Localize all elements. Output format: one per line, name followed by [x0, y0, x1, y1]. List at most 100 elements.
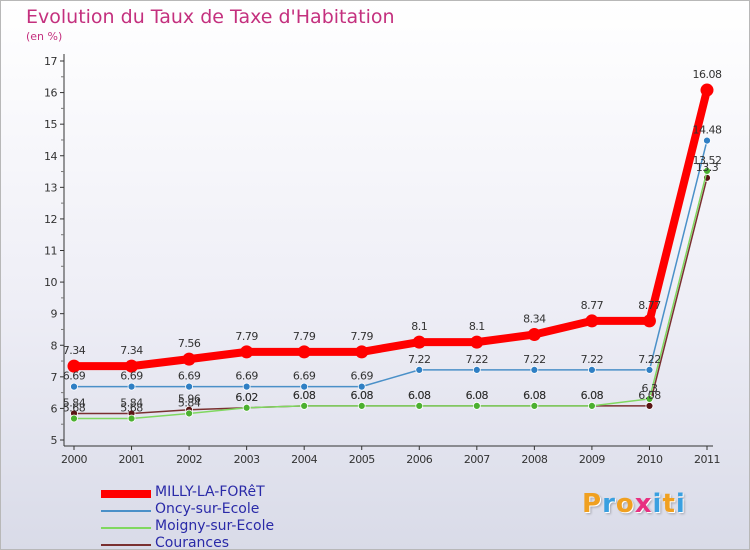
data-label: 7.79 [350, 330, 373, 343]
y-tick-label: 8 [51, 339, 58, 352]
data-label: 6.08 [466, 389, 489, 402]
data-label: 7.22 [638, 353, 661, 366]
data-label: 6.02 [235, 391, 258, 404]
data-label: 6.69 [235, 370, 258, 383]
data-label: 7.79 [293, 330, 316, 343]
legend-label: MILLY-LA-FORêT [155, 484, 265, 500]
x-tick-label: 2010 [636, 453, 662, 466]
x-tick-label: 2003 [234, 453, 260, 466]
x-tick-label: 2002 [176, 453, 202, 466]
data-point [182, 352, 196, 366]
data-label: 14.48 [693, 124, 722, 137]
data-point [530, 365, 539, 374]
data-label: 7.22 [523, 353, 546, 366]
data-label: 7.34 [120, 344, 143, 357]
legend-swatch [101, 510, 151, 512]
y-tick-label: 9 [51, 308, 58, 321]
data-label: 5.68 [120, 402, 143, 415]
data-point [185, 409, 193, 418]
data-point [127, 382, 136, 391]
data-point [645, 401, 654, 410]
legend-label: Oncy-sur-Ecole [155, 501, 260, 517]
data-point [527, 328, 541, 342]
x-tick-label: 2000 [61, 453, 87, 466]
legend-label: Courances [155, 535, 230, 550]
data-point [355, 345, 369, 359]
data-label: 7.56 [178, 337, 201, 350]
data-point [530, 401, 539, 410]
x-tick-label: 2009 [579, 453, 605, 466]
proxiti-logo: Proxiti [582, 489, 686, 519]
data-point [412, 335, 426, 349]
data-point [300, 382, 309, 391]
data-point [70, 414, 78, 423]
data-label: 6.02 [235, 391, 258, 404]
data-label: 6.69 [350, 370, 373, 383]
data-label: 6.08 [523, 389, 546, 402]
data-point [703, 167, 711, 175]
data-point [588, 365, 596, 374]
logo-letter: t [662, 489, 676, 519]
data-label: 5.96 [178, 393, 201, 406]
x-tick-label: 2001 [119, 453, 145, 466]
data-label: 8.77 [581, 299, 604, 312]
x-tick-label: 2006 [406, 453, 432, 466]
data-label: 5.84 [178, 396, 201, 409]
legend-swatch [101, 527, 151, 529]
data-point [297, 345, 311, 359]
logo-letter: P [582, 489, 603, 519]
data-label: 6.08 [581, 389, 604, 402]
data-point [300, 401, 309, 410]
data-label: 6.08 [350, 389, 373, 402]
data-point [415, 365, 424, 374]
data-label: 7.79 [235, 330, 258, 343]
data-point [585, 314, 599, 328]
x-tick-label: 2011 [694, 453, 720, 466]
y-tick-label: 17 [44, 55, 57, 68]
data-label: 7.34 [63, 344, 86, 357]
data-point [125, 359, 139, 373]
data-point [240, 345, 254, 359]
data-point [588, 401, 596, 410]
data-point [242, 382, 251, 391]
data-point [472, 365, 481, 374]
data-point [357, 382, 366, 391]
y-tick-label: 14 [44, 150, 57, 163]
data-label: 5.84 [120, 396, 143, 409]
data-point [645, 365, 654, 374]
data-point [415, 401, 424, 410]
data-label: 6.08 [638, 389, 661, 402]
data-label: 6.3 [641, 382, 657, 395]
data-label: 13.52 [693, 154, 722, 167]
series-line [70, 86, 711, 371]
y-tick-label: 13 [44, 181, 57, 194]
x-tick-label: 2004 [291, 453, 317, 466]
legend-item: Oncy-sur-Ecole [101, 501, 401, 519]
data-label: 8.77 [638, 299, 661, 312]
data-label: 6.69 [63, 370, 86, 383]
data-label: 16.08 [693, 68, 722, 81]
chart-subtitle: (en %) [26, 30, 63, 43]
data-label: 6.08 [581, 389, 604, 402]
series-line [73, 170, 708, 420]
data-point [67, 359, 81, 373]
data-label: 6.08 [350, 389, 373, 402]
data-point [70, 382, 78, 391]
data-point [703, 136, 711, 145]
data-label: 6.08 [293, 389, 316, 402]
data-label: 7.22 [466, 353, 489, 366]
data-label: 7.22 [408, 353, 431, 366]
data-point [185, 382, 193, 391]
data-label: 5.84 [63, 396, 86, 409]
data-label: 6.08 [293, 389, 316, 402]
chart-title: Evolution du Taux de Taxe d'Habitation [26, 6, 395, 28]
data-label: 8.34 [523, 313, 546, 326]
data-point [700, 83, 714, 97]
data-label: 7.22 [581, 353, 604, 366]
x-tick-label: 2005 [349, 453, 375, 466]
data-label: 6.08 [408, 389, 431, 402]
legend-item: MILLY-LA-FORêT [101, 484, 401, 502]
logo-letter: i [675, 489, 686, 519]
data-point [642, 314, 656, 328]
